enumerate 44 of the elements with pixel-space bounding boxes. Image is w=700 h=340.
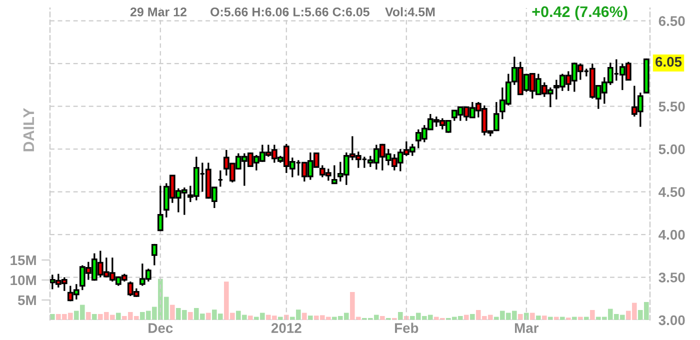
y-tick-label: 4.50 bbox=[658, 187, 685, 197]
bar bbox=[92, 314, 97, 320]
candlestick bbox=[331, 164, 338, 184]
x-tick-label: Feb bbox=[394, 322, 418, 333]
y-tick-label: 5.00 bbox=[658, 144, 685, 154]
y2-tick-label: 10M bbox=[10, 275, 36, 286]
bar bbox=[302, 312, 307, 320]
bar bbox=[584, 316, 589, 320]
annotation: O:5.66 H:6.06 L:5.66 C:6.05 bbox=[210, 8, 370, 16]
bar bbox=[470, 314, 475, 320]
x-tick-label: Dec bbox=[148, 323, 173, 333]
text: 6.05 bbox=[656, 56, 682, 67]
bar bbox=[518, 314, 523, 320]
x-tick-label: Mar bbox=[514, 323, 539, 333]
text: DAILY bbox=[23, 108, 34, 152]
bar bbox=[116, 312, 121, 320]
bar bbox=[278, 316, 283, 320]
y-tick-label: 6.50 bbox=[658, 16, 685, 26]
y2-tick-label: 15M bbox=[10, 255, 36, 266]
bar bbox=[308, 316, 313, 320]
bar bbox=[380, 316, 385, 320]
bar bbox=[536, 316, 541, 320]
bar bbox=[560, 316, 565, 320]
y-tick-label: 5.50 bbox=[658, 102, 685, 112]
x-tick-label: 2012 bbox=[271, 323, 302, 333]
y2-tick-label: 5M bbox=[18, 295, 36, 306]
bar bbox=[530, 312, 535, 320]
candlestick bbox=[157, 184, 164, 232]
bar bbox=[188, 312, 193, 320]
y-tick-label: 3.00 bbox=[658, 315, 685, 326]
bar bbox=[206, 312, 211, 320]
annotation: +0.42 (7.46%) bbox=[532, 6, 628, 20]
bar bbox=[464, 314, 469, 320]
annotation: Vol:4.5M bbox=[385, 7, 435, 16]
y-tick-label: 3.50 bbox=[658, 272, 685, 282]
bar bbox=[590, 310, 595, 320]
bar bbox=[86, 312, 91, 320]
y-tick-label: 4.00 bbox=[658, 230, 685, 240]
candlestick bbox=[151, 243, 158, 266]
bar bbox=[398, 312, 403, 320]
bar bbox=[248, 316, 253, 320]
annotation: 29 Mar 12 bbox=[130, 8, 186, 16]
bar bbox=[170, 304, 175, 320]
bar bbox=[542, 316, 547, 320]
